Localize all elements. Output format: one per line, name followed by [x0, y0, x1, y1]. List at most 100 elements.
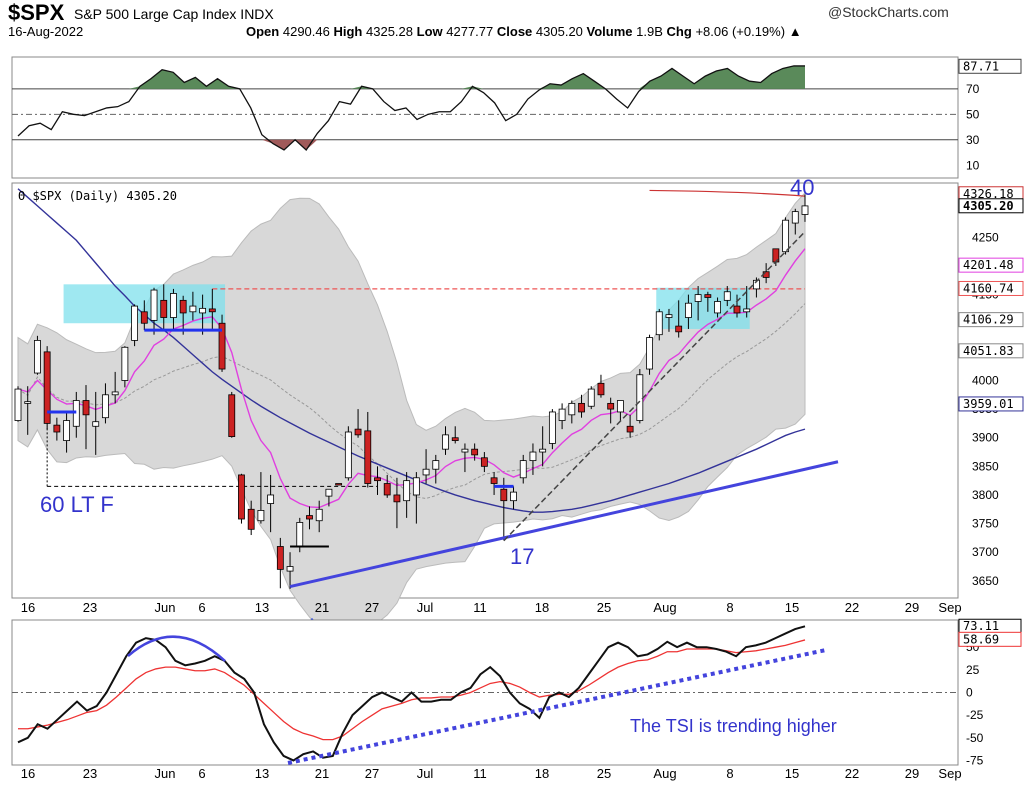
candle-body: [111, 391, 119, 396]
close-label: Close: [496, 24, 533, 39]
x-axis-label: 21: [315, 600, 329, 615]
candle-body: [568, 402, 576, 416]
tsi-last-label: 73.11: [963, 619, 999, 633]
x-axis-label-bottom: 29: [905, 766, 919, 781]
x-axis-label-bottom: 16: [21, 766, 35, 781]
candle-body: [208, 308, 216, 313]
tsi-signal-line: [18, 639, 806, 741]
candle-body: [354, 428, 362, 436]
candle-body: [539, 448, 547, 453]
candle-body: [296, 522, 304, 547]
candle-body: [616, 400, 624, 413]
candle-body: [82, 400, 90, 416]
price-label-box: [958, 343, 1024, 359]
candle-body: [753, 279, 760, 290]
tsi-tick-label: -25: [966, 708, 984, 722]
chg-label: Chg: [666, 24, 692, 39]
close-value: 4305.20: [535, 24, 583, 39]
x-axis-label-bottom: Jun: [155, 766, 176, 781]
price-label-box: [958, 312, 1024, 328]
x-axis-label: 15: [785, 600, 799, 615]
candle-body: [374, 477, 381, 482]
index-name: S&P 500 Large Cap Index INDX: [74, 6, 274, 22]
tsi-dotted-trendline: [287, 648, 827, 765]
candle-body: [684, 302, 692, 318]
chg-value: +8.06 (+0.19%): [695, 24, 786, 39]
candle-body: [442, 434, 449, 450]
candle-body: [267, 494, 275, 504]
x-axis-label-bottom: 8: [726, 766, 733, 781]
price-label-box: [958, 257, 1024, 273]
x-axis-label: 22: [845, 600, 859, 615]
candle-body: [276, 546, 284, 570]
rsi-last-label: 87.71: [963, 59, 999, 73]
candle-body: [597, 382, 605, 396]
candle-body: [34, 340, 41, 374]
x-axis-label: 23: [83, 600, 97, 615]
candle-body: [102, 394, 109, 419]
price-label: 4106.29: [963, 313, 1014, 327]
x-axis-label-bottom: 11: [473, 766, 487, 781]
candle-body: [24, 401, 32, 404]
candle-body: [140, 311, 148, 324]
tsi-last-label: 58.69: [963, 632, 999, 646]
x-axis-label: 18: [535, 600, 549, 615]
annotation-40: 40: [790, 175, 814, 200]
price-tick-label: 3750: [972, 517, 999, 531]
x-axis-label: Sep: [938, 600, 961, 615]
x-axis-label-bottom: 27: [365, 766, 379, 781]
x-axis-label-bottom: 15: [785, 766, 799, 781]
high-value: 4325.28: [366, 24, 413, 39]
high-label: High: [333, 24, 363, 39]
candle-body: [257, 510, 265, 522]
x-axis-label: Jun: [155, 600, 176, 615]
tsi-tick-label: -75: [966, 753, 984, 767]
candle-body: [364, 430, 372, 484]
price-tick-label: 3800: [972, 488, 999, 502]
candle-body: [344, 431, 352, 479]
volume-value: 1.9B: [636, 24, 663, 39]
tsi-last-box: [958, 631, 1022, 647]
candle-body: [587, 388, 595, 407]
x-axis-label-bottom: 22: [845, 766, 859, 781]
x-axis-label: 6: [198, 600, 205, 615]
tsi-tick-label: 0: [966, 686, 973, 700]
candle-body: [403, 480, 411, 502]
candle-body: [218, 322, 226, 370]
candle-body: [150, 289, 158, 321]
sma200-line: [649, 189, 806, 197]
ema-line: [17, 248, 806, 509]
candle-body: [63, 420, 70, 441]
x-axis-label-bottom: 25: [597, 766, 611, 781]
tsi-annotation: The TSI is trending higher: [630, 716, 837, 736]
candle-body: [743, 308, 751, 313]
price-tick-label: 3700: [972, 545, 999, 559]
candle-body: [655, 311, 663, 336]
open-value: 4290.46: [282, 24, 330, 39]
candle-body: [247, 508, 255, 530]
price-label: 4160.74: [963, 281, 1014, 295]
ohlc-summary: Open 4290.46 High 4325.28 Low 4277.77 Cl…: [246, 24, 802, 39]
x-axis-label: 25: [597, 600, 611, 615]
price-label: 4305.20: [963, 199, 1014, 213]
candle-body: [782, 219, 789, 253]
price-panel-title: Θ $SPX (Daily) 4305.20: [18, 189, 177, 203]
brand-logo[interactable]: @StockCharts.com: [828, 4, 949, 20]
x-axis-label: 11: [473, 600, 487, 615]
x-axis-label: Jul: [417, 600, 434, 615]
candle-body: [490, 477, 498, 484]
candle-body: [383, 483, 391, 496]
candle-body: [607, 402, 615, 410]
candle-body: [529, 451, 537, 462]
candle-body: [519, 460, 527, 479]
candle-body: [412, 477, 420, 496]
x-axis-label-bottom: 18: [535, 766, 549, 781]
candle-body: [791, 211, 799, 224]
candle-body: [43, 351, 51, 424]
candle-body: [646, 337, 653, 370]
price-tick-label: 3900: [972, 431, 999, 445]
candle-body: [14, 388, 22, 421]
candle-body: [548, 411, 556, 444]
x-axis-label: 8: [726, 600, 733, 615]
candle-body: [335, 483, 343, 486]
